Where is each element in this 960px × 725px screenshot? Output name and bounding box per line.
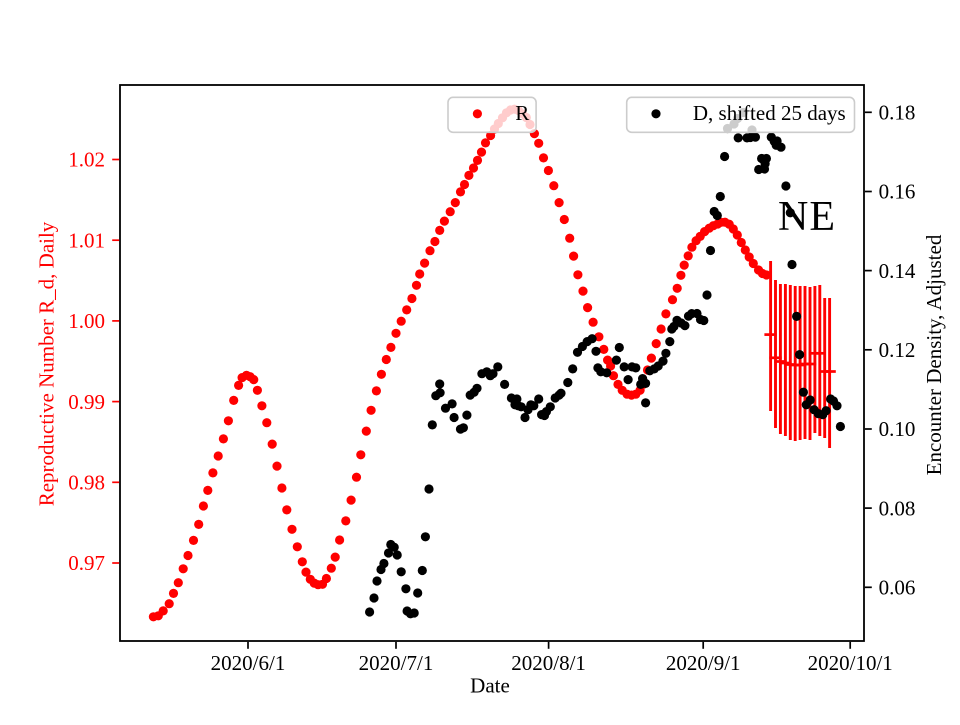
svg-text:1.00: 1.00	[68, 309, 105, 333]
svg-text:0.10: 0.10	[879, 417, 916, 441]
svg-text:0.98: 0.98	[68, 471, 105, 495]
svg-text:0.08: 0.08	[879, 496, 916, 520]
svg-text:2020/8/1: 2020/8/1	[511, 651, 586, 675]
svg-text:0.14: 0.14	[879, 259, 916, 283]
svg-text:Encounter Density, Adjusted: Encounter Density, Adjusted	[922, 234, 946, 475]
svg-text:2020/6/1: 2020/6/1	[211, 651, 286, 675]
svg-text:R: R	[515, 101, 529, 125]
svg-text:0.97: 0.97	[68, 551, 105, 575]
svg-text:1.02: 1.02	[68, 148, 105, 172]
svg-text:0.16: 0.16	[879, 180, 916, 204]
svg-text:2020/9/1: 2020/9/1	[666, 651, 741, 675]
svg-text:NE: NE	[778, 194, 836, 240]
svg-text:2020/10/1: 2020/10/1	[808, 651, 893, 675]
svg-text:Date: Date	[470, 673, 510, 697]
svg-text:D, shifted 25 days: D, shifted 25 days	[693, 101, 846, 125]
svg-text:0.99: 0.99	[68, 390, 105, 414]
svg-text:Reproductive Number R_d, Daily: Reproductive Number R_d, Daily	[35, 221, 59, 506]
svg-text:1.01: 1.01	[68, 228, 105, 252]
svg-text:2020/7/1: 2020/7/1	[359, 651, 434, 675]
svg-text:0.18: 0.18	[879, 101, 916, 125]
svg-text:0.06: 0.06	[879, 576, 916, 600]
svg-text:0.12: 0.12	[879, 338, 916, 362]
